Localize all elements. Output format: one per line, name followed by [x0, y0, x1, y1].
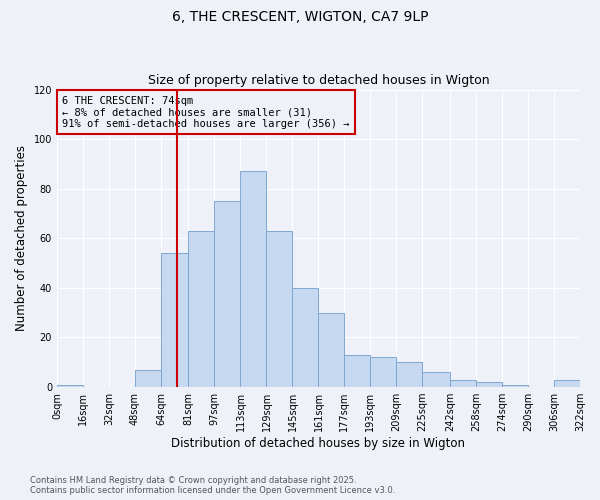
Bar	[292, 288, 319, 387]
Bar	[397, 362, 422, 387]
Bar	[476, 382, 502, 387]
Y-axis label: Number of detached properties: Number of detached properties	[15, 146, 28, 332]
Text: Contains HM Land Registry data © Crown copyright and database right 2025.
Contai: Contains HM Land Registry data © Crown c…	[30, 476, 395, 495]
Bar	[319, 312, 344, 387]
Bar	[188, 231, 214, 387]
Title: Size of property relative to detached houses in Wigton: Size of property relative to detached ho…	[148, 74, 489, 87]
Text: 6, THE CRESCENT, WIGTON, CA7 9LP: 6, THE CRESCENT, WIGTON, CA7 9LP	[172, 10, 428, 24]
Bar	[135, 370, 161, 387]
Bar	[241, 172, 266, 387]
Bar	[370, 358, 397, 387]
Bar	[266, 231, 292, 387]
Bar	[57, 384, 83, 387]
Bar	[554, 380, 580, 387]
Bar	[502, 384, 528, 387]
Bar	[450, 380, 476, 387]
Bar	[161, 253, 188, 387]
Bar	[344, 355, 370, 387]
Bar	[214, 201, 241, 387]
Text: 6 THE CRESCENT: 74sqm
← 8% of detached houses are smaller (31)
91% of semi-detac: 6 THE CRESCENT: 74sqm ← 8% of detached h…	[62, 96, 350, 128]
X-axis label: Distribution of detached houses by size in Wigton: Distribution of detached houses by size …	[172, 437, 466, 450]
Bar	[422, 372, 450, 387]
